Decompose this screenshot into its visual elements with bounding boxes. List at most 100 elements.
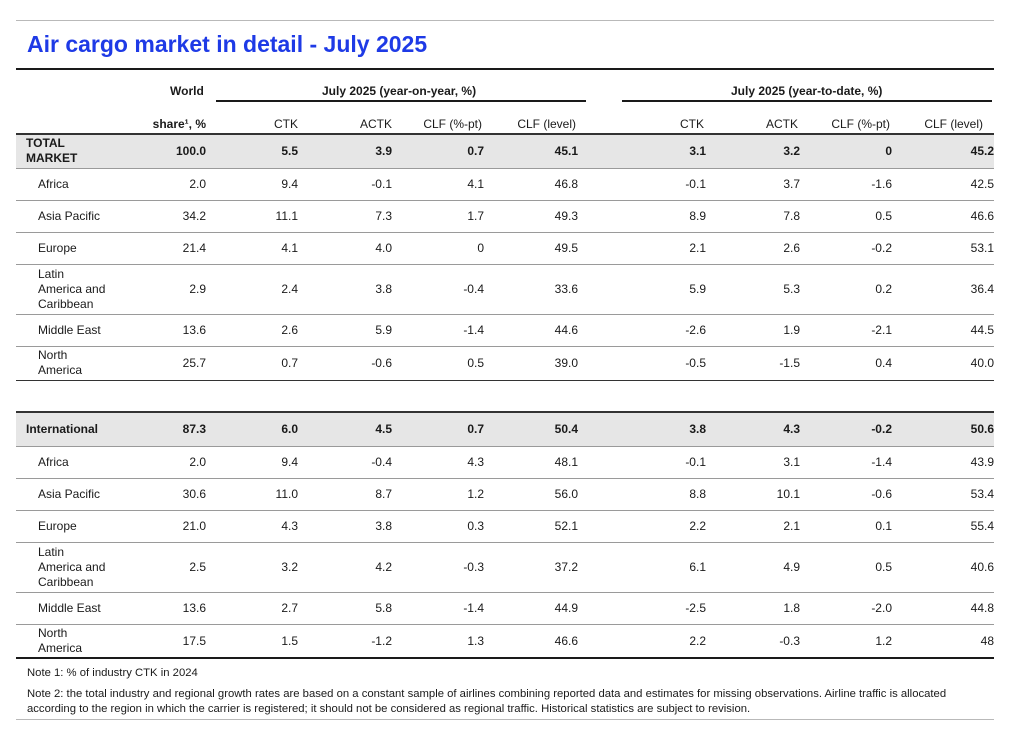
value-cell: 3.8 (298, 510, 392, 543)
yoy-group-rule (216, 100, 586, 102)
value-cell: 50.6 (892, 411, 994, 447)
value-cell: 8.7 (298, 478, 392, 511)
value-cell: 3.8 (578, 411, 706, 447)
total-row: International 87.3 6.0 4.5 0.7 50.4 3.8 4.3 -0.2… (16, 411, 994, 447)
value-cell: 1.8 (706, 592, 800, 625)
value-cell: -1.5 (706, 346, 800, 381)
share-cell: 25.7 (106, 346, 206, 381)
value-cell: 8.9 (578, 200, 706, 233)
value-cell: 5.9 (578, 264, 706, 315)
value-cell: 0.7 (206, 346, 298, 381)
value-cell: 2.4 (206, 264, 298, 315)
value-cell: 50.4 (484, 411, 578, 447)
value-cell: 2.2 (578, 510, 706, 543)
col-header-ctk-yoy: CTK (274, 117, 298, 131)
cargo-table: TOTAL MARKET 100.0 5.5 3.9 0.7 45.1 3.1 3.2 0 45.… (16, 133, 994, 659)
value-cell: -0.3 (706, 624, 800, 659)
value-cell: 2.1 (578, 232, 706, 265)
ytd-group-rule (622, 100, 992, 102)
value-cell: 56.0 (484, 478, 578, 511)
value-cell: 5.3 (706, 264, 800, 315)
value-cell: 2.2 (578, 624, 706, 659)
region-row: Europe 21.0 4.3 3.8 0.3 52.1 2.2 2.1 0.1 55.4 (16, 510, 994, 543)
value-cell: -2.6 (578, 314, 706, 347)
region-row: Asia Pacific 34.2 11.1 7.3 1.7 49.3 8.9 7.8 0.5 4… (16, 200, 994, 233)
row-label: Latin America and Caribbean (16, 542, 106, 593)
row-label: Middle East (16, 592, 106, 625)
spacer-cell (16, 380, 994, 412)
value-cell: 44.9 (484, 592, 578, 625)
value-cell: 3.1 (706, 446, 800, 479)
col-header-actk-yoy: ACTK (359, 117, 392, 131)
row-label: Latin America and Caribbean (16, 264, 106, 315)
value-cell: 0.1 (800, 510, 892, 543)
value-cell: 0.7 (392, 133, 484, 169)
value-cell: -2.0 (800, 592, 892, 625)
region-row: Middle East 13.6 2.7 5.8 -1.4 44.9 -2.5 1.8 -2.0… (16, 592, 994, 625)
note-1: Note 1: % of industry CTK in 2024 (27, 667, 198, 679)
value-cell: 49.3 (484, 200, 578, 233)
value-cell: 44.8 (892, 592, 994, 625)
row-label: North America (16, 624, 106, 659)
col-header-clfpt-ytd: CLF (%-pt) (831, 117, 890, 131)
value-cell: -2.1 (800, 314, 892, 347)
value-cell: 33.6 (484, 264, 578, 315)
value-cell: 46.6 (892, 200, 994, 233)
value-cell: 48 (892, 624, 994, 659)
value-cell: 44.5 (892, 314, 994, 347)
share-cell: 2.9 (106, 264, 206, 315)
value-cell: 6.0 (206, 411, 298, 447)
value-cell: 0.7 (392, 411, 484, 447)
value-cell: 39.0 (484, 346, 578, 381)
value-cell: -0.1 (298, 168, 392, 201)
value-cell: 7.8 (706, 200, 800, 233)
value-cell: 1.3 (392, 624, 484, 659)
share-cell: 13.6 (106, 314, 206, 347)
row-label: TOTAL MARKET (16, 133, 106, 169)
top-rule (16, 20, 994, 21)
value-cell: 48.1 (484, 446, 578, 479)
value-cell: 0.5 (392, 346, 484, 381)
value-cell: 3.2 (706, 133, 800, 169)
value-cell: -0.3 (392, 542, 484, 593)
value-cell: 0.4 (800, 346, 892, 381)
page-title: Air cargo market in detail - July 2025 (27, 31, 428, 57)
value-cell: 4.3 (206, 510, 298, 543)
region-row: Africa 2.0 9.4 -0.1 4.1 46.8 -0.1 3.7 -1.6 42.5 (16, 168, 994, 201)
page-end-rule (16, 719, 994, 720)
region-row: North America 17.5 1.5 -1.2 1.3 46.6 2.2 -0.3 1.… (16, 624, 994, 659)
share-cell: 17.5 (106, 624, 206, 659)
section-spacer (16, 380, 994, 412)
value-cell: -2.5 (578, 592, 706, 625)
share-cell: 2.0 (106, 446, 206, 479)
value-cell: 1.5 (206, 624, 298, 659)
value-cell: 11.1 (206, 200, 298, 233)
share-cell: 13.6 (106, 592, 206, 625)
share-cell: 87.3 (106, 411, 206, 447)
value-cell: 3.7 (706, 168, 800, 201)
share-cell: 21.0 (106, 510, 206, 543)
value-cell: 37.2 (484, 542, 578, 593)
value-cell: 0.5 (800, 542, 892, 593)
value-cell: 7.3 (298, 200, 392, 233)
value-cell: 4.3 (706, 411, 800, 447)
value-cell: 3.8 (298, 264, 392, 315)
row-label: Africa (16, 168, 106, 201)
value-cell: 5.5 (206, 133, 298, 169)
value-cell: 36.4 (892, 264, 994, 315)
value-cell: 44.6 (484, 314, 578, 347)
value-cell: -1.4 (392, 314, 484, 347)
value-cell: 1.9 (706, 314, 800, 347)
value-cell: 9.4 (206, 168, 298, 201)
value-cell: 4.1 (392, 168, 484, 201)
row-label: Asia Pacific (16, 478, 106, 511)
value-cell: 9.4 (206, 446, 298, 479)
value-cell: 2.6 (706, 232, 800, 265)
value-cell: 8.8 (578, 478, 706, 511)
value-cell: 52.1 (484, 510, 578, 543)
value-cell: 5.8 (298, 592, 392, 625)
value-cell: 53.4 (892, 478, 994, 511)
row-label: North America (16, 346, 106, 381)
col-header-actk-ytd: ACTK (765, 117, 798, 131)
value-cell: 4.2 (298, 542, 392, 593)
